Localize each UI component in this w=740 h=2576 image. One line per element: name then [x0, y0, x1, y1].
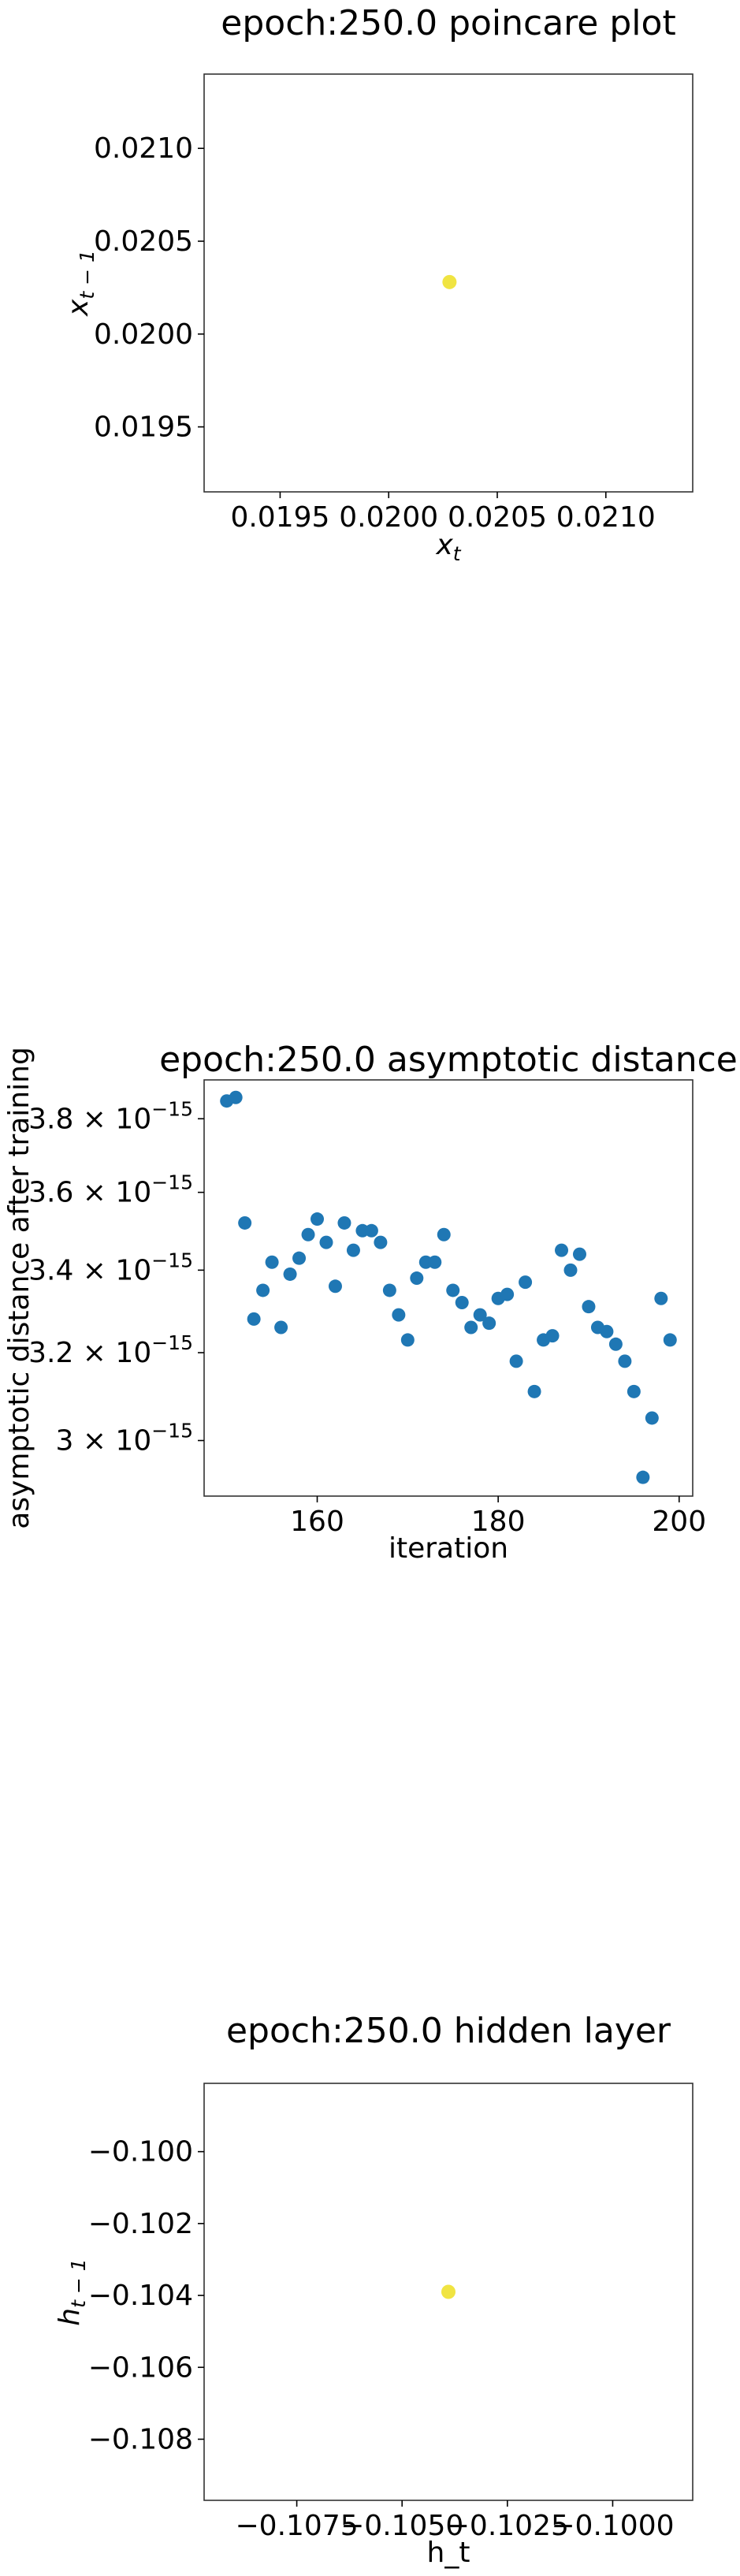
data-point [274, 1320, 288, 1335]
data-point [428, 1255, 442, 1269]
x-tick-label: −0.1050 [340, 2510, 463, 2542]
data-point [455, 1295, 469, 1309]
y-tick-label: 0.0210 [94, 132, 193, 165]
data-point [608, 1337, 623, 1351]
y-tick-label: 3.2 × 10−15 [28, 1331, 193, 1369]
x-axis-label: h_t [427, 2537, 470, 2569]
plot-area-frame [203, 2083, 694, 2501]
y-tick-label: 0.0195 [94, 411, 193, 444]
poincare-plot-panel: epoch:250.0 poincare plot 0.0195 0.0200 0.… [62, 3, 694, 565]
data-point [519, 1275, 533, 1290]
data-point [283, 1267, 297, 1281]
data-point [265, 1255, 279, 1269]
data-point [346, 1243, 360, 1257]
data-point [636, 1470, 650, 1484]
y-tick-label: 0.0205 [94, 225, 193, 258]
y-tick-label: −0.106 [88, 2351, 193, 2384]
y-tick-label: −0.102 [88, 2208, 193, 2240]
data-point [364, 1223, 378, 1238]
x-tick-label: −0.1075 [236, 2510, 359, 2542]
y-tick-label: 0.0200 [94, 318, 193, 351]
data-point [545, 1329, 560, 1343]
data-point [337, 1215, 351, 1230]
x-tick-label: 0.0210 [556, 501, 656, 534]
data-point [473, 1308, 487, 1322]
x-tick-label: 0.0205 [448, 501, 547, 534]
y-tick-label: 3.8 × 10−15 [28, 1097, 193, 1135]
x-axis-label: xt [435, 529, 461, 565]
marker-layer [441, 2284, 456, 2299]
data-point [292, 1251, 307, 1265]
data-point [256, 1283, 270, 1297]
data-point [464, 1320, 478, 1335]
x-tick-label: 180 [471, 1506, 526, 1538]
x-tick-label: 160 [290, 1506, 344, 1538]
marker-layer [220, 1090, 677, 1484]
asymptotic-distance-panel: epoch:250.0 asymptotic distance 160 180 20… [3, 1040, 738, 1565]
data-point [382, 1283, 396, 1297]
data-point [311, 1212, 325, 1227]
data-point [509, 1354, 523, 1368]
x-tick-label: −0.1025 [446, 2510, 569, 2542]
data-point [229, 1090, 243, 1104]
y-tick-label: 3.6 × 10−15 [28, 1171, 193, 1209]
data-point [627, 1384, 641, 1398]
y-axis-label: asymptotic distance after training [3, 1047, 35, 1529]
chart-title: epoch:250.0 asymptotic distance [159, 1040, 738, 1080]
data-point [563, 1263, 578, 1277]
marker-layer [442, 274, 457, 289]
data-point [441, 2284, 456, 2299]
y-axis-label: ht − 1 [54, 2258, 90, 2325]
x-axis-label: iteration [389, 1532, 508, 1565]
data-point [442, 274, 457, 289]
x-tick-label: 0.0195 [230, 501, 329, 534]
data-point [446, 1283, 460, 1297]
data-point [645, 1411, 659, 1425]
data-point [437, 1227, 451, 1241]
data-point [392, 1308, 406, 1322]
data-point [374, 1235, 388, 1249]
data-point [482, 1316, 496, 1331]
x-tick-label: 0.0200 [339, 501, 438, 534]
data-point [301, 1227, 315, 1241]
hidden-layer-panel: epoch:250.0 hidden layer −0.1075−0.1050−… [54, 2011, 694, 2569]
data-point [238, 1215, 252, 1230]
data-point [400, 1333, 415, 1347]
tick-layer: 0.0195 0.0200 0.0205 0.0210 0.0195 0.0200 0.02… [94, 132, 656, 534]
tick-layer: 160 180 200 3 × 10−15 3.2 × 10−15 3.4 × 10−15… [28, 1097, 706, 1538]
data-point [328, 1279, 342, 1294]
chart-title: epoch:250.0 hidden layer [226, 2011, 671, 2051]
tick-layer: −0.1075−0.1050−0.1025−0.1000 −0.108 −0.106… [88, 2136, 675, 2542]
y-tick-label: −0.100 [88, 2136, 193, 2168]
data-point [247, 1312, 261, 1326]
plot-area-frame [203, 73, 694, 493]
data-point [555, 1243, 569, 1257]
x-tick-label: −0.1000 [551, 2510, 674, 2542]
x-tick-label: 200 [652, 1506, 706, 1538]
y-tick-label: −0.104 [88, 2280, 193, 2312]
y-tick-label: −0.108 [88, 2423, 193, 2455]
y-tick-label: 3.4 × 10−15 [28, 1249, 193, 1286]
chart-title: epoch:250.0 poincare plot [221, 3, 675, 43]
data-point [582, 1300, 596, 1314]
data-point [600, 1324, 614, 1338]
y-axis-label: xt − 1 [62, 250, 99, 317]
data-point [654, 1291, 668, 1305]
data-point [319, 1235, 333, 1249]
data-point [663, 1333, 677, 1347]
data-point [618, 1354, 632, 1368]
data-point [572, 1247, 586, 1261]
plot-area-frame [203, 1079, 694, 1497]
y-tick-label: 3 × 10−15 [55, 1420, 193, 1457]
data-point [527, 1384, 541, 1398]
data-point [500, 1287, 515, 1301]
data-point [410, 1271, 424, 1286]
